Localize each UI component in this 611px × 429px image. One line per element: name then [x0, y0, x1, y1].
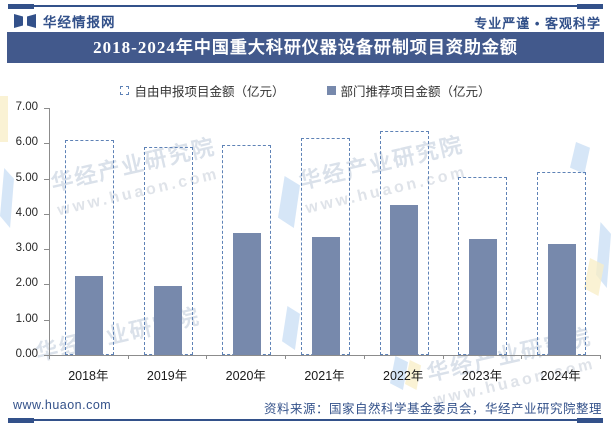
legend-label: 部门推荐项目金额（亿元）: [340, 85, 491, 99]
bottom-border-line: [8, 417, 603, 423]
x-axis-label: 2018年: [68, 369, 109, 383]
x-axis-tick: [49, 355, 50, 359]
solid-square-marker-icon: [326, 86, 336, 95]
x-axis-tick: [363, 355, 365, 359]
y-axis-tick: [44, 319, 49, 321]
x-axis-tick: [600, 355, 601, 359]
x-axis-tick: [285, 355, 287, 359]
x-axis-label: 2021年: [304, 369, 345, 383]
y-axis-label: 6.00: [15, 136, 38, 149]
x-axis-tick: [206, 355, 208, 359]
y-axis-label: 1.00: [15, 312, 38, 325]
y-axis-tick: [44, 143, 49, 145]
y-axis-tick: [44, 284, 49, 286]
y-axis-tick: [44, 355, 49, 356]
brand-name: 华经情报网: [43, 15, 116, 30]
y-axis-label: 5.00: [15, 171, 38, 184]
y-axis-tick: [44, 108, 49, 109]
y-axis-label: 4.00: [15, 206, 38, 219]
y-axis-label: 0.00: [15, 348, 38, 360]
x-axis-label: 2019年: [146, 369, 188, 383]
y-axis-label: 2.00: [15, 277, 38, 290]
y-axis-tick: [44, 213, 49, 215]
bar-dept-recommended-2019年: [154, 286, 183, 355]
chart-title: 2018-2024年中国重大科研仪器设备研制项目资助金额: [7, 32, 604, 63]
plot-area: [49, 108, 601, 356]
bar-dept-recommended-2021年: [311, 236, 340, 355]
chart-area: 0.00 1.00 2.00 3.00 4.00 5.00 6.00 7.00 2018年 201…: [0, 100, 611, 390]
x-axis-label: 2024年: [540, 369, 581, 383]
y-axis-tick: [44, 178, 49, 180]
bar-dept-recommended-2024年: [547, 243, 576, 355]
legend-label: 自由申报项目金额（亿元）: [134, 85, 285, 99]
x-axis-tick: [521, 355, 523, 359]
dashed-square-marker-icon: [120, 86, 130, 95]
x-axis-label: 2020年: [225, 369, 266, 383]
x-axis-label: 2022年: [383, 369, 424, 383]
y-axis-tick: [44, 249, 49, 251]
bar-dept-recommended-2022年: [390, 205, 419, 355]
bar-dept-recommended-2023年: [468, 238, 497, 355]
data-source: 资料来源：国家自然科学基金委员会，华经产业研究院整理: [263, 402, 602, 416]
y-axis-label: 3.00: [15, 242, 38, 255]
top-border-line: [8, 3, 603, 9]
bar-dept-recommended-2018年: [75, 275, 104, 355]
legend-item-dept-recommended: 部门推荐项目金额（亿元）: [326, 81, 491, 100]
bar-dept-recommended-2020年: [232, 233, 261, 355]
website-link[interactable]: www.huaon.com: [13, 398, 112, 412]
book-logo-icon: [14, 13, 36, 29]
x-axis-label: 2023年: [461, 369, 503, 383]
legend-item-free-application: 自由申报项目金额（亿元）: [120, 81, 285, 100]
x-axis-tick: [127, 355, 129, 359]
tagline: 专业严谨 • 客观科学: [474, 16, 601, 31]
brand: 华经情报网: [14, 11, 116, 31]
y-axis-label: 7.00: [15, 101, 38, 113]
x-axis-tick: [442, 355, 444, 359]
legend: 自由申报项目金额（亿元） 部门推荐项目金额（亿元）: [0, 81, 611, 100]
footer: www.huaon.com 资料来源：国家自然科学基金委员会，华经产业研究院整理: [0, 398, 611, 416]
